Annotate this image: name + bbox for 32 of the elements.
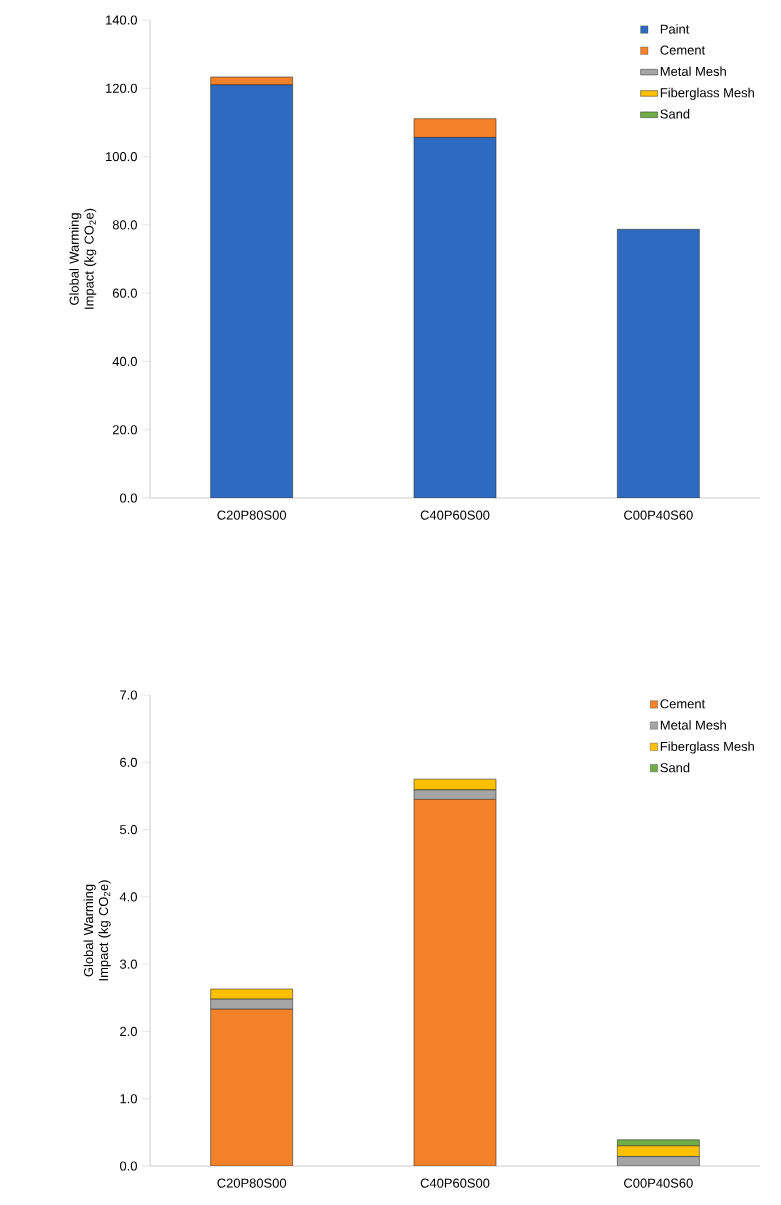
y-tick-label: 0.0 — [119, 1161, 137, 1171]
x-tick-label: C40P60S00 — [420, 510, 490, 520]
y-tick-label: 40.0 — [112, 356, 137, 367]
y-tick-label: 4.0 — [119, 892, 137, 902]
y-tick-label: 80.0 — [112, 220, 137, 230]
y-tick-label: 140.0 — [106, 15, 137, 25]
legend-label: Fiberglass Mesh — [660, 741, 754, 754]
y-tick-label: 3.0 — [119, 959, 137, 969]
legend-label: Cement — [660, 45, 706, 55]
y-tick-label: 7.0 — [120, 690, 137, 700]
x-tick-label: C20P80S00 — [217, 1178, 287, 1188]
y-tick-label: 2.0 — [120, 1026, 137, 1037]
legend-label: Cement — [660, 699, 706, 709]
y-tick-label: 120.0 — [106, 83, 137, 93]
legend-label: Sand — [660, 762, 690, 773]
y-tick-label: 5.0 — [120, 825, 137, 835]
y-tick-label: 1.0 — [120, 1094, 137, 1104]
y-tick-label: 6.0 — [120, 757, 137, 767]
y-tick-label: 60.0 — [112, 288, 137, 298]
legend-label: Paint — [660, 24, 690, 34]
legend-label: Metal Mesh — [660, 66, 726, 76]
x-tick-label: C20P80S00 — [217, 510, 287, 520]
y-tick-label: 20.0 — [112, 425, 137, 435]
bar — [617, 229, 700, 499]
legend-label: Metal Mesh — [660, 720, 726, 730]
x-tick-label: C40P60S00 — [420, 1178, 490, 1188]
legend-label: Sand — [660, 109, 690, 119]
y-tick-label: 0.0 — [119, 493, 137, 503]
legend-label: Fiberglass Mesh — [660, 87, 754, 100]
x-tick-label: C00P40S60 — [624, 1178, 693, 1188]
x-tick-label: C00P40S60 — [624, 510, 693, 520]
y-tick-label: 100.0 — [106, 151, 137, 162]
